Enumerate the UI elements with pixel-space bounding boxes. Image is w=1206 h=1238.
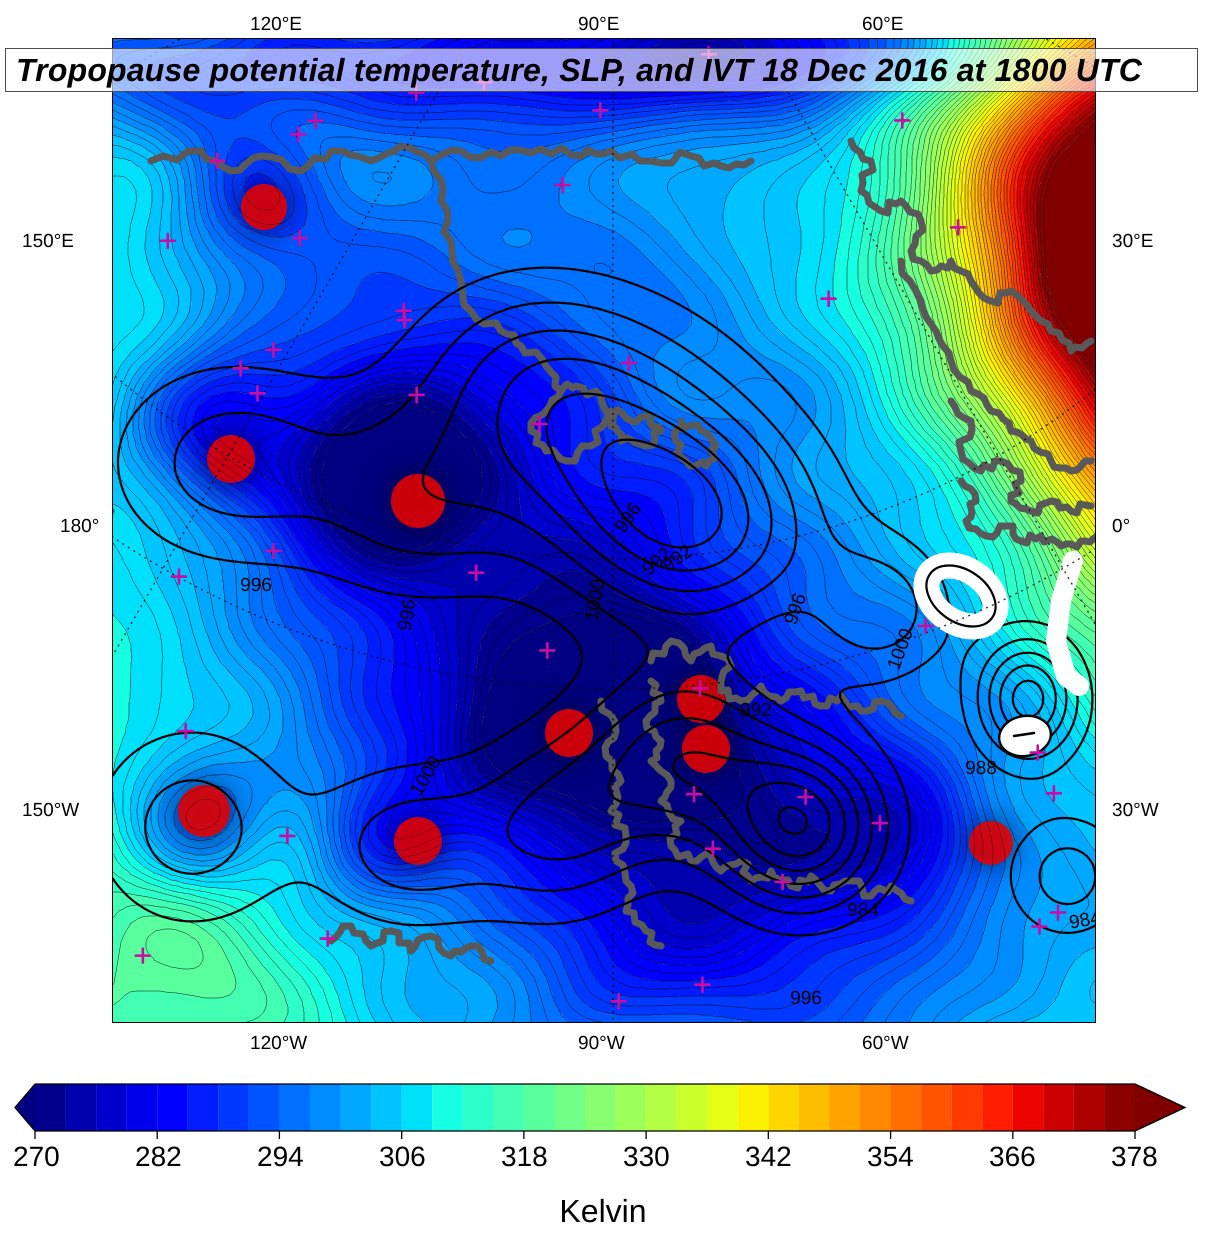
svg-text:984: 984 <box>847 900 879 921</box>
svg-text:996: 996 <box>240 575 272 596</box>
svg-text:996: 996 <box>790 988 822 1009</box>
svg-text:992: 992 <box>740 700 772 721</box>
svg-text:988: 988 <box>965 758 997 779</box>
svg-text:984: 984 <box>1068 907 1096 933</box>
